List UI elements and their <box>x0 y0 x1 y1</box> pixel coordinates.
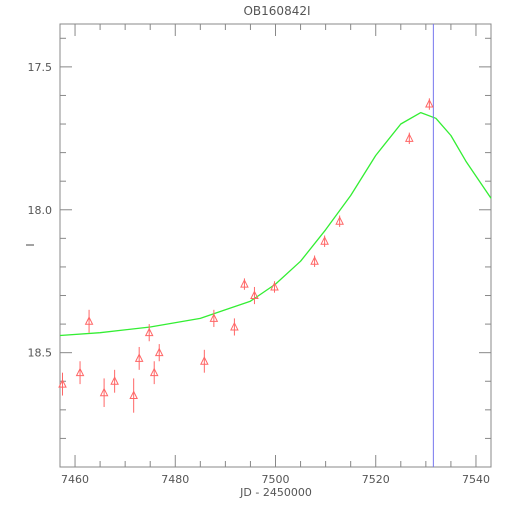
data-point <box>209 309 219 327</box>
chart-title: OB160842I <box>243 4 310 18</box>
x-tick-label: 7520 <box>362 473 390 486</box>
data-point <box>99 378 109 407</box>
data-point <box>250 286 259 305</box>
data-point <box>270 281 279 293</box>
x-axis-tick-labels: 7460 7480 7500 7520 7540 <box>61 473 490 486</box>
data-points <box>58 98 434 413</box>
y-tick-label: 17.5 <box>28 61 53 74</box>
triangle-marker <box>149 367 159 377</box>
x-axis-ticks <box>74 24 477 467</box>
data-point <box>320 235 329 247</box>
data-point <box>75 361 85 385</box>
model-line <box>59 111 492 337</box>
triangle-marker <box>75 367 85 377</box>
triangle-marker <box>134 353 144 362</box>
x-tick-label: 7480 <box>161 473 189 486</box>
triangle-marker <box>425 98 434 108</box>
data-point <box>154 344 164 362</box>
triangle-marker <box>99 387 109 397</box>
data-point <box>134 346 144 370</box>
data-point <box>405 132 414 145</box>
plot-frame <box>59 23 492 468</box>
x-tick-label: 7460 <box>61 473 89 486</box>
triangle-marker <box>230 321 239 331</box>
x-tick-label: 7540 <box>462 473 490 486</box>
triangle-marker <box>209 313 219 322</box>
triangle-marker <box>310 256 319 265</box>
data-point <box>425 98 434 110</box>
triangle-marker <box>110 376 119 385</box>
data-point <box>200 349 209 373</box>
triangle-marker <box>240 278 249 288</box>
data-point <box>129 378 138 413</box>
data-point <box>335 215 344 227</box>
triangle-marker <box>144 327 154 337</box>
model-curve <box>59 111 492 337</box>
data-point <box>230 318 239 336</box>
data-point <box>149 361 159 385</box>
triangle-marker <box>335 216 344 225</box>
triangle-marker <box>270 281 279 291</box>
data-point <box>240 278 249 290</box>
y-axis-ticks <box>60 37 491 468</box>
triangle-marker <box>84 316 94 325</box>
triangle-marker <box>154 347 164 357</box>
data-point <box>58 372 67 396</box>
x-tick-label: 7500 <box>262 473 290 486</box>
y-axis-tick-labels: 17.5 18.0 18.5 <box>28 61 53 360</box>
data-point <box>310 255 319 267</box>
data-point <box>144 324 154 342</box>
triangle-marker <box>405 133 414 142</box>
y-axis-label: I <box>24 243 37 246</box>
triangle-marker <box>320 236 329 245</box>
triangle-marker <box>200 356 209 365</box>
data-point <box>84 309 94 333</box>
triangle-marker <box>250 290 259 300</box>
y-tick-label: 18.0 <box>28 204 53 217</box>
y-tick-label: 18.5 <box>28 347 53 360</box>
x-axis-label: JD - 2450000 <box>239 486 312 499</box>
triangle-marker <box>58 378 67 388</box>
data-point <box>110 369 119 393</box>
triangle-marker <box>129 390 138 400</box>
